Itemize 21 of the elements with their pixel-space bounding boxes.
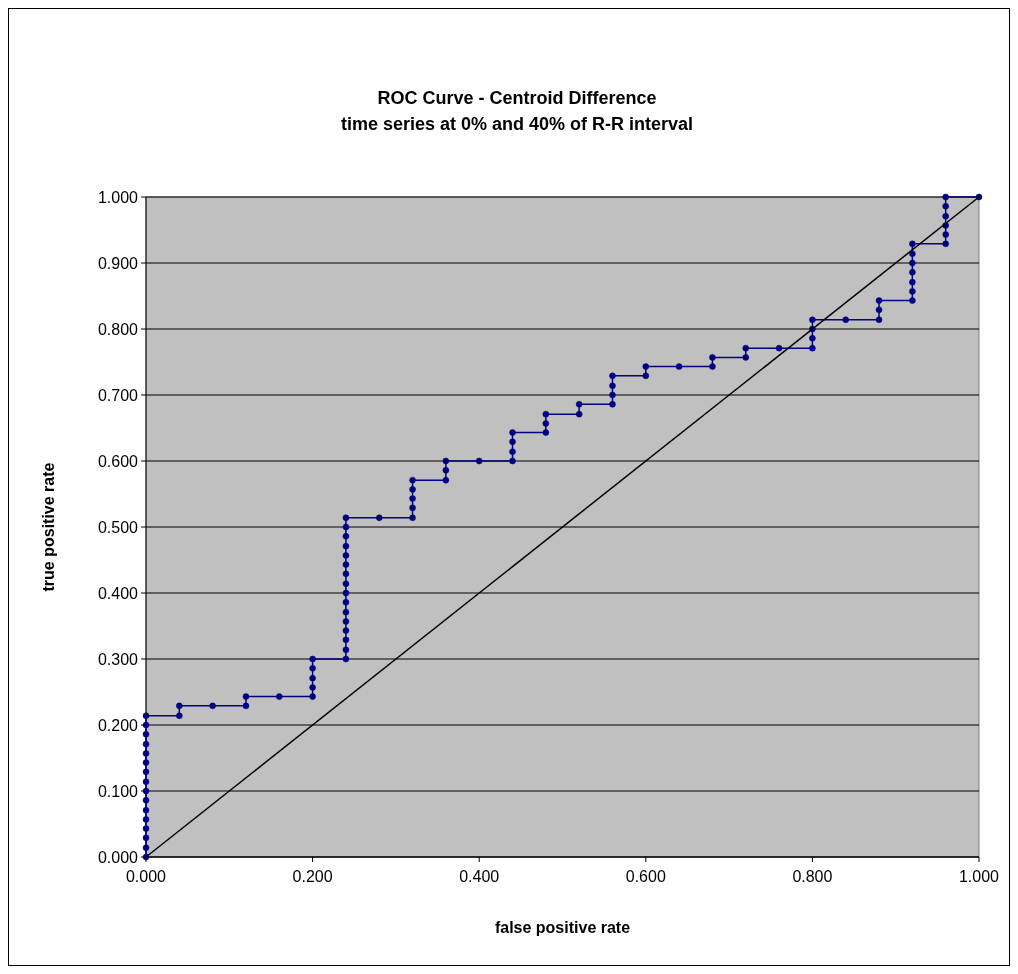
x-tick-label: 0.000	[125, 868, 167, 885]
y-tick-label: 0.200	[97, 716, 139, 734]
x-tick-label: 0.200	[292, 868, 333, 885]
x-tick-label: 0.800	[792, 868, 833, 885]
y-tick-label: 0.300	[97, 650, 139, 668]
x-tick-label: 0.600	[625, 868, 666, 885]
y-tick-label: 1.000	[97, 188, 139, 206]
y-tick-label: 0.700	[97, 386, 139, 404]
y-tick-label: 0.800	[97, 320, 139, 338]
x-axis-title: false positive rate	[494, 919, 631, 936]
y-axis-title: true positive rate	[40, 462, 57, 592]
y-tick-label: 0.900	[97, 254, 139, 272]
y-tick-label: 0.400	[97, 584, 139, 602]
y-tick-label: 0.500	[97, 518, 139, 536]
x-tick-label: 0.400	[459, 868, 500, 885]
y-tick-label: 0.600	[97, 452, 139, 470]
y-tick-label: 0.100	[97, 782, 139, 800]
x-tick-label: 1.000	[958, 868, 1000, 885]
chart-subtitle: time series at 0% and 40% of R-R interval	[340, 114, 694, 134]
chart-title: ROC Curve - Centroid Difference	[377, 88, 657, 108]
y-tick-label: 0.000	[97, 848, 139, 866]
